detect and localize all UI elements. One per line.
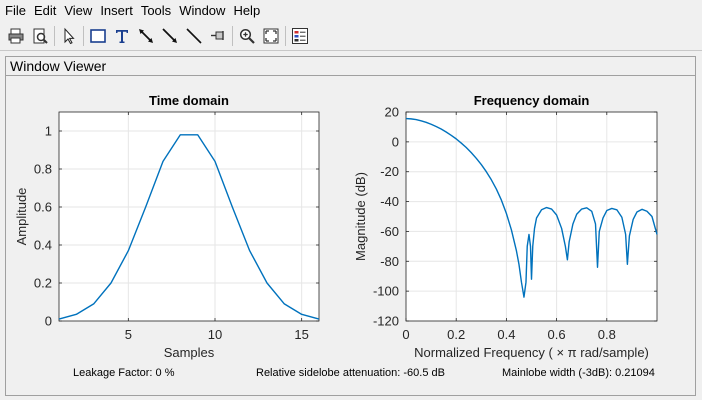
chart-2-y-tick-label: -100 [373, 284, 399, 299]
panel-divider [6, 75, 695, 76]
insert-arrow-button[interactable] [158, 24, 182, 48]
chart-2-x-axis-label: Normalized Frequency ( × π rad/sample) [414, 345, 649, 360]
chart-2-x-tick-label: 0.4 [497, 327, 515, 342]
chart-1-series-line [58, 134, 320, 320]
chart-2-y-tick-label: -80 [380, 254, 399, 269]
mainlobe-width-text: Mainlobe width (-3dB): 0.21094 [502, 367, 655, 379]
chart-2-x-tick-label: 0.6 [548, 327, 566, 342]
menu-bar: File Edit View Insert Tools Window Help [0, 0, 702, 22]
chart-1-y-tick-label: 1 [45, 124, 52, 139]
insert-rectangle-button[interactable] [86, 24, 110, 48]
toolbar-separator [232, 26, 233, 46]
fit-icon [263, 28, 279, 44]
toolbar-separator [285, 26, 286, 46]
sidelobe-attenuation-text: Relative sidelobe attenuation: -60.5 dB [256, 367, 445, 379]
fit-view-button[interactable] [259, 24, 283, 48]
double-arrow-icon [139, 29, 153, 43]
chart-2-y-tick-label: -40 [380, 194, 399, 209]
print-preview-icon [33, 28, 48, 44]
chart-2-title: Frequency domain [474, 93, 590, 108]
menu-file[interactable]: File [5, 3, 26, 18]
chart-1-y-tick-label: 0.6 [34, 200, 52, 215]
chart-1-y-tick-label: 0 [45, 314, 52, 329]
insert-double-arrow-button[interactable] [134, 24, 158, 48]
chart-1-x-tick-label: 5 [125, 327, 132, 342]
chart-1-plot-area [59, 112, 319, 321]
edit-plot-button[interactable] [57, 24, 81, 48]
insert-text-button[interactable] [110, 24, 134, 48]
chart-1-x-tick-label: 10 [208, 327, 222, 342]
legend-icon [292, 28, 308, 44]
zoom-in-icon [239, 28, 255, 44]
print-preview-button[interactable] [28, 24, 52, 48]
chart-1-axes-frame [58, 111, 320, 322]
chart-2-y-tick-label: -20 [380, 164, 399, 179]
chart-2-y-axis-label: Magnitude (dB) [353, 172, 368, 261]
chart-2-series-line [405, 117, 658, 298]
pin-button[interactable] [206, 24, 230, 48]
panel-title: Window Viewer [10, 58, 107, 74]
arrow-icon [162, 28, 177, 43]
menu-view[interactable]: View [64, 3, 93, 18]
chart-2-y-tick-label: -120 [373, 314, 399, 329]
menu-window[interactable]: Window [179, 3, 226, 18]
chart-2-x-tick-label: 0.2 [447, 327, 465, 342]
chart-1-x-tick-label: 15 [294, 327, 308, 342]
pointer-icon [64, 27, 75, 45]
chart-2-axes-frame [405, 111, 658, 322]
chart-1-x-axis-label: Samples [164, 345, 215, 360]
chart-1-y-axis-label: Amplitude [14, 188, 29, 246]
line-icon [186, 28, 202, 44]
toolbar-separator [54, 26, 55, 46]
insert-line-button[interactable] [182, 24, 206, 48]
chart-1-y-tick-label: 0.2 [34, 276, 52, 291]
menu-help[interactable]: Help [233, 3, 261, 18]
text-icon [116, 30, 128, 43]
chart-2-y-tick-label: 20 [385, 105, 399, 120]
print-icon [8, 28, 24, 44]
pin-icon [211, 31, 224, 40]
menu-tools[interactable]: Tools [140, 3, 172, 18]
zoom-in-button[interactable] [235, 24, 259, 48]
toolbar-separator [83, 26, 84, 46]
toolbar [0, 22, 702, 51]
chart-2-y-tick-label: 0 [392, 134, 399, 149]
menu-insert[interactable]: Insert [100, 3, 133, 18]
chart-2-x-tick-label: 0.8 [598, 327, 616, 342]
chart-1-y-tick-label: 0.8 [34, 162, 52, 177]
rectangle-icon [90, 29, 106, 43]
chart-2-y-tick-label: -60 [380, 224, 399, 239]
print-button[interactable] [4, 24, 28, 48]
legend-button[interactable] [288, 24, 312, 48]
chart-1-y-tick-label: 0.4 [34, 238, 52, 253]
menu-edit[interactable]: Edit [33, 3, 57, 18]
chart-2-x-tick-label: 0 [402, 327, 409, 342]
leakage-factor-text: Leakage Factor: 0 % [73, 367, 175, 379]
chart-1-title: Time domain [149, 93, 229, 108]
chart-2-plot-area [406, 112, 657, 321]
